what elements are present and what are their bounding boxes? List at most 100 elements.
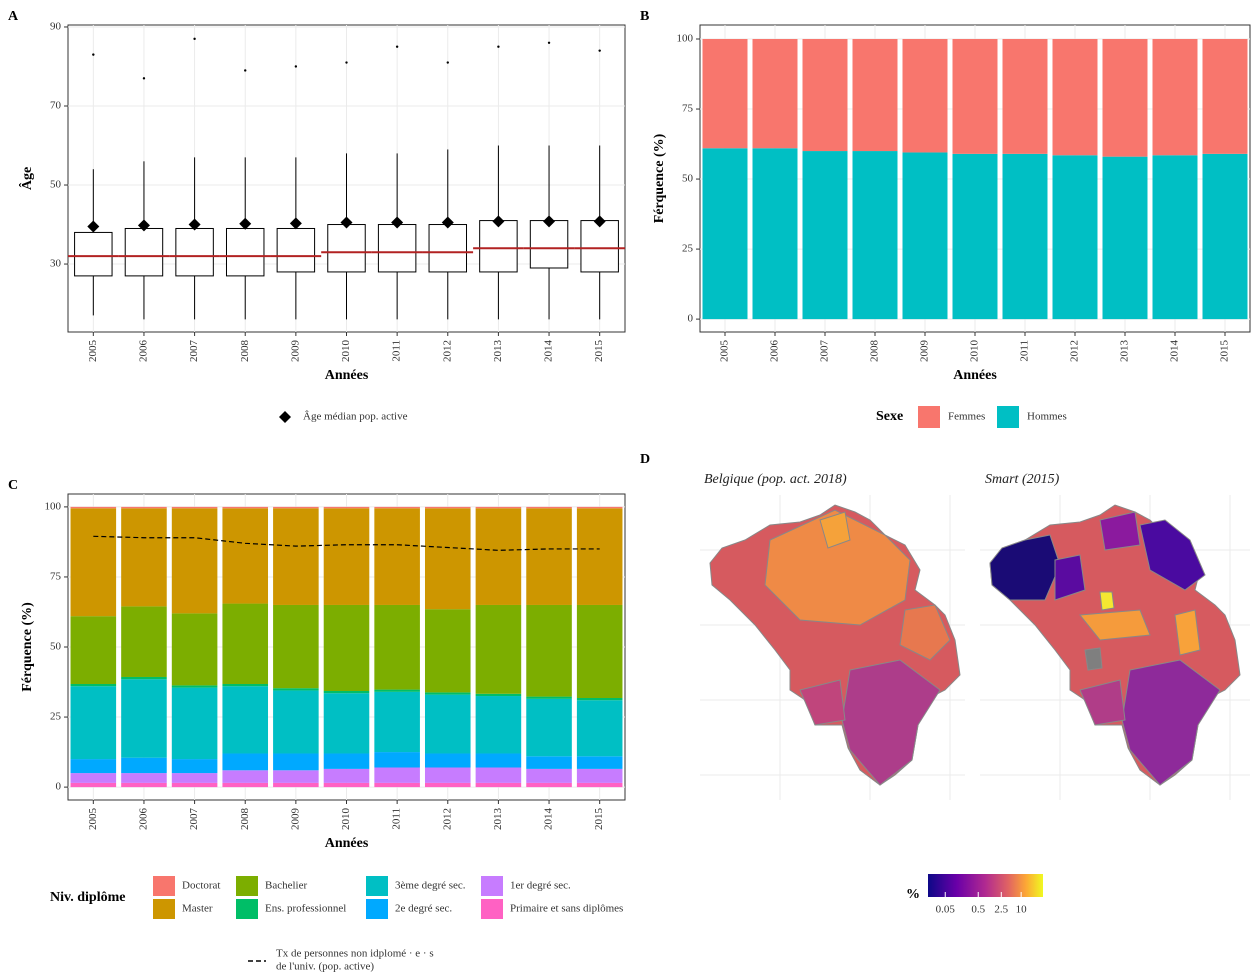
legend-marker <box>279 411 291 423</box>
y-tick-label: 30 <box>50 258 62 270</box>
bar-segment <box>171 782 218 788</box>
x-tick-label: 2012 <box>441 340 453 362</box>
box <box>175 227 214 277</box>
legend-label: de l'univ. (pop. active) <box>276 961 374 973</box>
y-tick-label: 70 <box>50 100 62 112</box>
x-tick-label: 2012 <box>1069 340 1081 362</box>
box <box>377 224 417 273</box>
x-tick-label: 2010 <box>340 808 352 831</box>
bar-segment <box>374 508 420 605</box>
bar-segment <box>852 39 898 152</box>
x-tick-label: 2007 <box>188 808 200 831</box>
bar-segment <box>121 679 167 758</box>
legend-label: Hommes <box>1027 411 1067 423</box>
legend-label: Femmes <box>948 411 985 423</box>
box <box>580 220 619 273</box>
bar-segment <box>121 676 167 680</box>
bar-segment <box>526 508 572 605</box>
y-tick-label: 0 <box>56 781 62 793</box>
legend-label: Doctorat <box>182 880 220 892</box>
x-tick-label: 2011 <box>391 340 403 362</box>
bar-segment <box>323 768 370 783</box>
bar-segment <box>475 753 522 768</box>
bar-segment <box>1152 155 1198 320</box>
x-tick-label: 2006 <box>769 340 781 363</box>
x-tick-label: 2013 <box>1119 340 1131 363</box>
outlier-max <box>598 49 601 52</box>
x-tick-label: 2009 <box>919 340 931 363</box>
legend-swatch <box>153 876 175 896</box>
legend-label: Primaire et sans diplômes <box>510 903 623 915</box>
bar-segment <box>273 753 319 771</box>
legend-label: Âge médian pop. active <box>303 411 408 423</box>
box <box>276 227 316 273</box>
bar-segment <box>374 604 420 690</box>
bar-segment <box>171 508 218 614</box>
bar-segment <box>576 782 623 788</box>
bar-segment <box>424 753 471 768</box>
bar-segment <box>952 39 998 154</box>
bar-segment <box>273 690 319 754</box>
bar-segment <box>323 693 370 754</box>
bar-segment <box>576 698 623 701</box>
bar-segment <box>222 506 269 509</box>
panel-label: B <box>640 9 649 24</box>
facet-title: Smart (2015) <box>985 472 1060 487</box>
bar-segment <box>222 508 269 604</box>
bar-segment <box>374 782 420 788</box>
legend-swatch <box>918 406 940 428</box>
bar-segment <box>374 691 420 753</box>
x-tick-label: 2015 <box>1219 340 1231 363</box>
bar-segment <box>576 700 623 757</box>
bar-segment <box>752 39 798 149</box>
bar-segment <box>121 757 167 774</box>
legend-label: Ens. professionnel <box>265 903 346 915</box>
y-axis-title: Férquence (%) <box>652 133 667 223</box>
facet-title: Belgique (pop. act. 2018) <box>704 472 847 487</box>
x-tick-label: 2009 <box>289 808 301 831</box>
y-axis-title: Férquence (%) <box>20 602 35 692</box>
bar-segment <box>702 148 748 320</box>
outlier-max <box>497 45 500 48</box>
bar-segment <box>702 39 748 149</box>
y-tick-label: 0 <box>688 313 694 325</box>
bar-segment <box>222 603 269 684</box>
x-tick-label: 2014 <box>1169 340 1181 363</box>
x-axis-title: Années <box>325 368 369 383</box>
bar-segment <box>273 688 319 691</box>
legend-title: Sexe <box>876 409 903 424</box>
legend-title: % <box>906 887 920 902</box>
x-tick-label: 2007 <box>188 340 200 363</box>
bar-segment <box>222 683 269 687</box>
bar-segment <box>752 148 798 320</box>
bar-segment <box>70 773 117 783</box>
y-tick-label: 25 <box>682 243 694 255</box>
x-axis-title: Années <box>325 836 369 851</box>
outlier-max <box>395 45 399 48</box>
bar-segment <box>576 756 623 769</box>
bar-segment <box>323 690 370 694</box>
x-tick-label: 2014 <box>543 808 555 831</box>
x-tick-label: 2013 <box>492 808 504 831</box>
bar-segment <box>171 685 218 688</box>
marker <box>87 220 100 233</box>
bar-segment <box>576 506 623 509</box>
bar-segment <box>526 696 572 699</box>
bar-segment <box>121 606 167 677</box>
y-tick-label: 50 <box>50 179 62 191</box>
bar-segment <box>323 506 370 509</box>
y-tick-label: 75 <box>50 570 62 582</box>
bar-segment <box>323 753 370 769</box>
bar-segment <box>952 153 998 320</box>
x-tick-label: 2005 <box>719 340 731 363</box>
bar-segment <box>70 508 117 617</box>
outlier-max <box>294 65 298 68</box>
bar-segment <box>424 506 471 509</box>
marker <box>593 215 606 228</box>
bar-segment <box>121 773 167 783</box>
bar-segment <box>1102 156 1148 320</box>
marker <box>492 215 505 228</box>
legend-swatch <box>366 899 388 919</box>
bar-segment <box>475 604 522 694</box>
